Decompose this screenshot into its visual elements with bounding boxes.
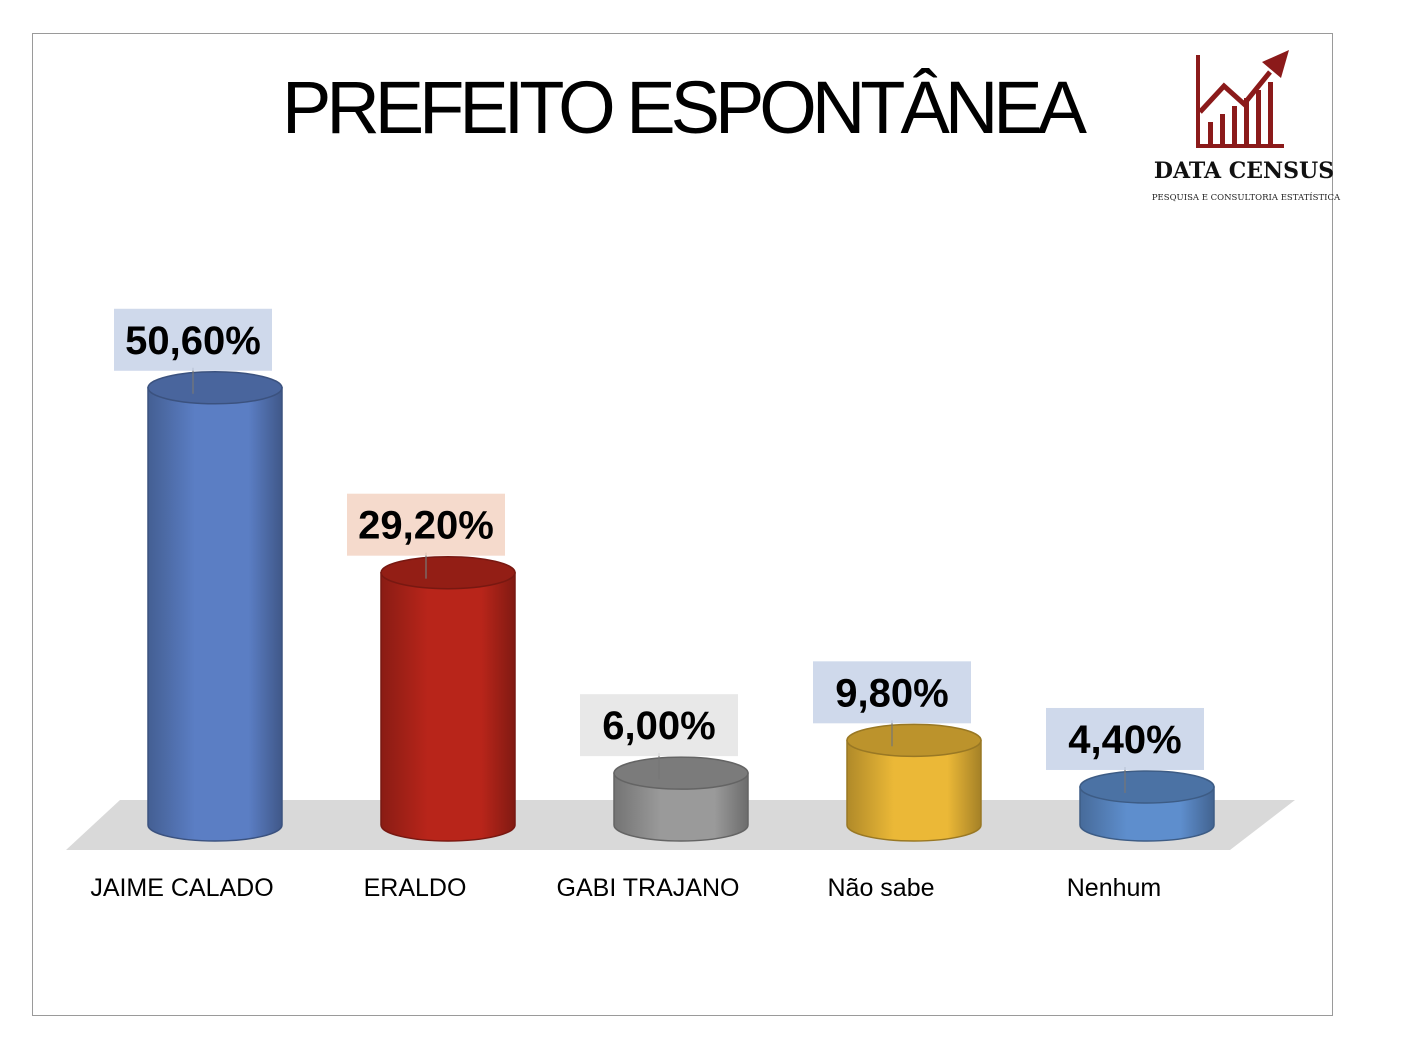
data-label-0: 50,60% bbox=[114, 308, 272, 394]
data-label-2: 6,00% bbox=[580, 694, 738, 780]
category-label-3: Não sabe bbox=[827, 874, 934, 902]
bar-top-2 bbox=[613, 756, 749, 790]
bars-group bbox=[147, 371, 1215, 842]
logo-chart-icon bbox=[1196, 50, 1289, 148]
data-label-box-0 bbox=[114, 308, 272, 371]
data-label-4: 4,40% bbox=[1046, 707, 1204, 793]
bar-top-0 bbox=[147, 371, 283, 405]
data-label-text-1: 29,20% bbox=[358, 504, 494, 548]
category-label-2: GABI TRAJANO bbox=[557, 874, 740, 902]
data-label-text-4: 4,40% bbox=[1068, 718, 1181, 762]
data-label-box-4 bbox=[1046, 707, 1204, 770]
category-label-0: JAIME CALADO bbox=[90, 874, 273, 902]
bar-1 bbox=[380, 555, 516, 842]
bar-3 bbox=[846, 723, 982, 842]
data-label-text-0: 50,60% bbox=[125, 319, 261, 363]
chart-title: PREFEITO ESPONTÂNEA bbox=[282, 66, 1088, 149]
bar-0 bbox=[147, 371, 283, 842]
category-label-4: Nenhum bbox=[1067, 874, 1162, 902]
logo: DATA CENSUS PESQUISA E CONSULTORIA ESTAT… bbox=[1152, 50, 1341, 203]
data-label-box-1 bbox=[347, 493, 505, 556]
data-label-text-2: 6,00% bbox=[602, 704, 715, 748]
bar-body-2 bbox=[613, 772, 749, 842]
data-label-box-3 bbox=[813, 661, 971, 724]
logo-name: DATA CENSUS bbox=[1154, 158, 1334, 184]
bar-top-3 bbox=[846, 723, 982, 758]
logo-tagline: PESQUISA E CONSULTORIA ESTATÍSTICA bbox=[1152, 191, 1341, 203]
bar-body-3 bbox=[846, 739, 982, 842]
bar-2 bbox=[613, 756, 749, 842]
bar-top-4 bbox=[1079, 770, 1215, 804]
data-label-1: 29,20% bbox=[347, 493, 505, 579]
category-labels: JAIME CALADO ERALDO GABI TRAJANO Não sabe Ne… bbox=[90, 874, 1161, 902]
data-label-box-2 bbox=[580, 694, 738, 757]
category-label-1: ERALDO bbox=[364, 874, 467, 902]
bar-body-1 bbox=[380, 571, 516, 842]
value-labels: 50,60% 29,20% 6,00% 9,80% 4,40% bbox=[114, 308, 1204, 793]
bar-body-0 bbox=[147, 387, 283, 842]
bar-4 bbox=[1079, 770, 1215, 842]
data-label-3: 9,80% bbox=[813, 661, 971, 747]
bar-top-1 bbox=[380, 555, 516, 590]
data-label-text-3: 9,80% bbox=[835, 671, 948, 715]
